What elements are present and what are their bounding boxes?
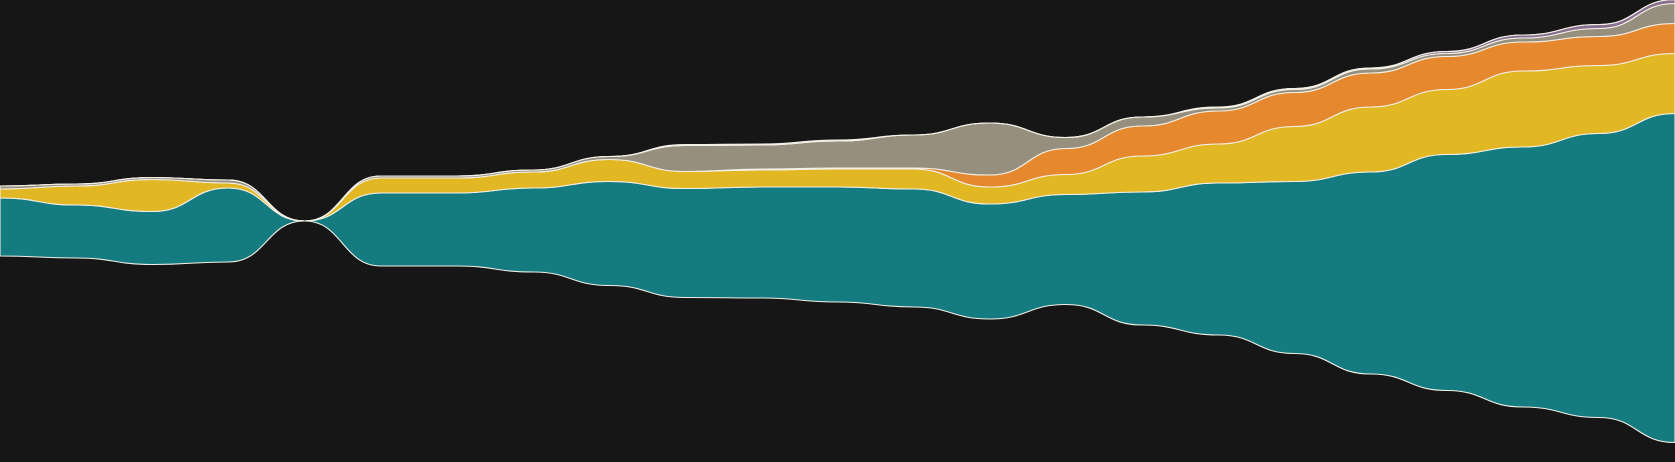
stream-layer-6 [0, 0, 1675, 222]
stream-layers [0, 0, 1675, 444]
